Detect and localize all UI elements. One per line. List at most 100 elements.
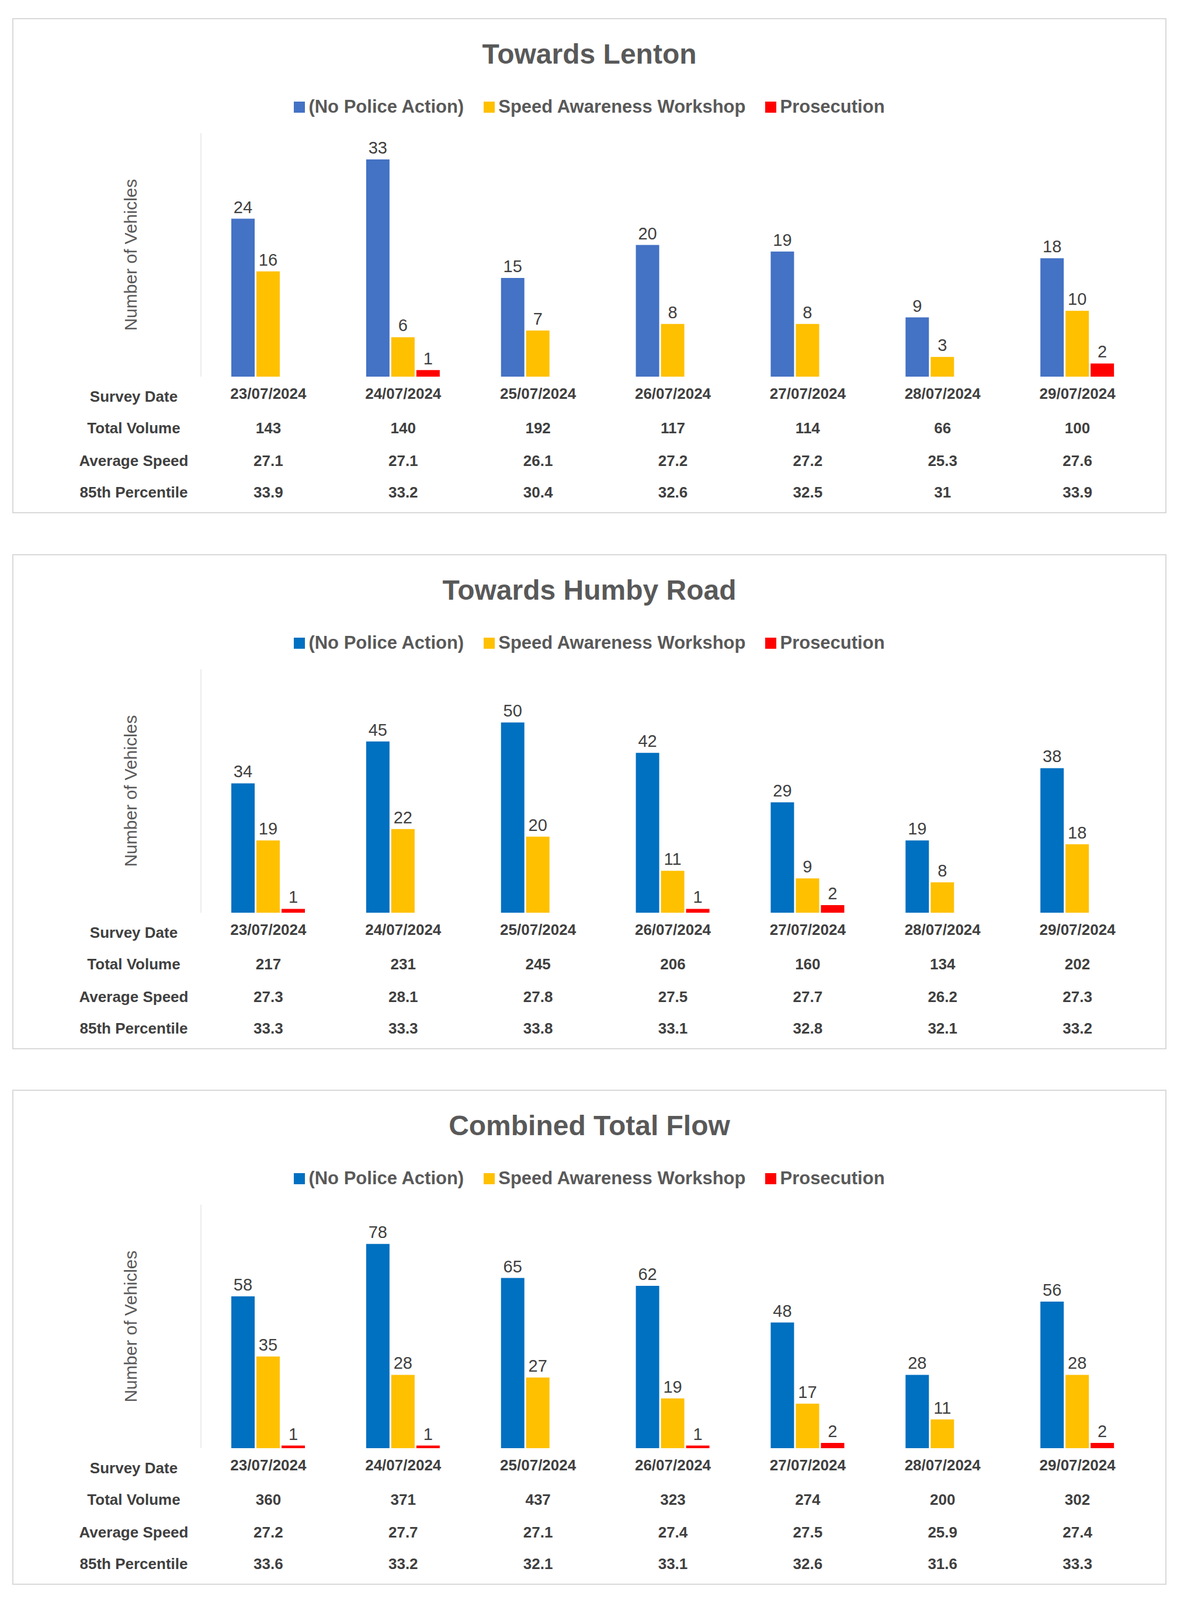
svg-text:Number of Vehicles: Number of Vehicles [120,714,141,867]
svg-text:8: 8 [937,861,947,881]
svg-text:62: 62 [637,1265,657,1284]
html-text:Prosecution: Prosecution [780,96,885,117]
svg-text:28/07/2024: 28/07/2024 [904,921,982,939]
svg-text:23/07/2024: 23/07/2024 [230,921,307,939]
svg-text:6: 6 [398,316,408,335]
html-text:Speed Awareness Workshop: Speed Awareness Workshop [498,1168,746,1189]
svg-text:38: 38 [1042,747,1062,766]
svg-text:1: 1 [693,1425,703,1444]
svg-text:25/07/2024: 25/07/2024 [500,1456,577,1475]
html-text:Prosecution: Prosecution [780,632,885,654]
svg-text:28/07/2024: 28/07/2024 [904,384,982,403]
svg-text:16: 16 [258,250,278,270]
svg-text:26/07/2024: 26/07/2024 [634,384,712,403]
svg-text:9: 9 [802,857,812,877]
svg-text:18: 18 [1042,237,1062,256]
svg-text:20: 20 [637,224,657,243]
html-text:Prosecution: Prosecution [780,1168,885,1189]
svg-text:10: 10 [1067,289,1087,309]
svg-text:42: 42 [637,731,657,751]
svg-text:17: 17 [797,1383,817,1402]
svg-text:1: 1 [693,887,703,907]
svg-text:2: 2 [1097,342,1107,361]
html-text:Total Volume: Total Volume [87,955,181,974]
svg-text:45: 45 [368,720,388,740]
svg-text:35: 35 [258,1335,278,1355]
svg-text:24/07/2024: 24/07/2024 [365,1456,442,1475]
svg-text:24/07/2024: 24/07/2024 [365,384,442,403]
svg-text:19: 19 [662,1377,682,1397]
html-text:33.2: 33.2 [388,483,418,502]
html-text:245: 245 [525,955,551,974]
svg-text:28/07/2024: 28/07/2024 [904,1456,982,1475]
html-text:85th Percentile: 85th Percentile [79,483,188,502]
svg-text:8: 8 [802,303,812,322]
html-text:217: 217 [255,955,282,974]
svg-text:27/07/2024: 27/07/2024 [769,1456,847,1475]
html-text:33.9: 33.9 [253,483,284,502]
svg-text:28: 28 [907,1353,927,1373]
html-text:Speed Awareness Workshop: Speed Awareness Workshop [498,632,746,654]
svg-text:24/07/2024: 24/07/2024 [365,921,442,939]
svg-text:1: 1 [288,887,298,907]
svg-text:56: 56 [1042,1280,1062,1300]
html-text:Combined Total Flow: Combined Total Flow [448,1110,731,1142]
svg-text:27: 27 [528,1356,548,1376]
svg-text:29/07/2024: 29/07/2024 [1039,384,1117,403]
svg-text:15: 15 [503,257,523,276]
html-text:33.9: 33.9 [1062,483,1093,502]
svg-text:28: 28 [1067,1353,1087,1373]
svg-text:11: 11 [933,1398,951,1418]
svg-text:22: 22 [393,808,413,828]
html-text:Towards Humby Road: Towards Humby Road [442,574,737,606]
svg-text:33: 33 [368,138,388,158]
svg-text:78: 78 [368,1223,388,1242]
svg-text:19: 19 [258,819,278,839]
html-text:(No Police Action): (No Police Action) [308,632,464,654]
svg-text:20: 20 [528,816,548,835]
html-text:32.5: 32.5 [792,483,823,502]
svg-text:Number of Vehicles: Number of Vehicles [120,1250,141,1403]
svg-text:50: 50 [503,701,523,721]
svg-text:2: 2 [827,884,838,904]
svg-text:28: 28 [393,1353,413,1373]
svg-text:1: 1 [288,1425,298,1444]
svg-text:19: 19 [772,230,792,250]
svg-text:27/07/2024: 27/07/2024 [769,921,847,939]
svg-text:25/07/2024: 25/07/2024 [500,921,577,939]
svg-text:18: 18 [1067,823,1087,843]
html-text:Speed Awareness Workshop: Speed Awareness Workshop [498,96,746,117]
html-text:(No Police Action): (No Police Action) [308,1168,464,1189]
html-text:Survey Date: Survey Date [89,387,178,406]
svg-text:25/07/2024: 25/07/2024 [500,384,577,403]
svg-text:34: 34 [233,762,253,781]
svg-text:23/07/2024: 23/07/2024 [230,384,307,403]
svg-text:8: 8 [668,303,678,322]
svg-text:2: 2 [1097,1422,1107,1442]
html-text:(No Police Action): (No Police Action) [308,96,464,117]
html-text:Towards Lenton: Towards Lenton [482,38,697,70]
svg-text:9: 9 [912,296,922,316]
svg-text:1: 1 [423,349,433,368]
svg-text:7: 7 [533,309,543,329]
svg-text:1: 1 [423,1425,433,1444]
svg-text:27/07/2024: 27/07/2024 [769,384,847,403]
svg-text:29/07/2024: 29/07/2024 [1039,921,1117,939]
html-text:32.6: 32.6 [658,483,688,502]
svg-text:65: 65 [503,1257,523,1277]
svg-text:24: 24 [233,198,253,217]
svg-text:2: 2 [827,1422,838,1442]
svg-text:Number of Vehicles: Number of Vehicles [120,178,141,331]
svg-text:23/07/2024: 23/07/2024 [230,1456,307,1475]
svg-text:11: 11 [664,849,682,869]
html-text:30.4: 30.4 [523,483,553,502]
svg-text:19: 19 [907,819,927,839]
svg-text:58: 58 [233,1275,253,1295]
svg-text:48: 48 [772,1301,792,1321]
svg-text:29/07/2024: 29/07/2024 [1039,1456,1117,1475]
svg-text:26/07/2024: 26/07/2024 [634,921,712,939]
svg-text:26/07/2024: 26/07/2024 [634,1456,712,1475]
html-text:231: 231 [390,955,416,974]
svg-text:29: 29 [772,781,792,801]
svg-text:3: 3 [937,335,947,355]
